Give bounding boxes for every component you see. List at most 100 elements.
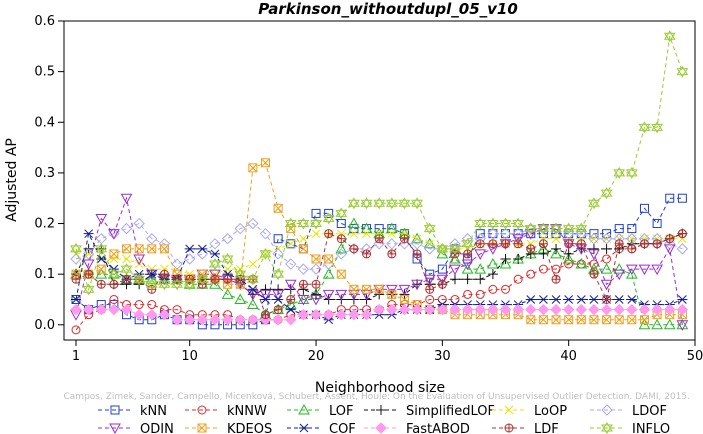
- data-point-loop: [299, 234, 308, 244]
- data-point-cof: [285, 305, 296, 314]
- data-point-inflo: [385, 197, 398, 210]
- data-point-loop: [362, 229, 371, 239]
- legend-marker-ldof: [601, 404, 613, 416]
- data-point-lof: [95, 268, 108, 279]
- data-point-fastabod: [171, 314, 183, 326]
- data-point-knnw: [463, 289, 473, 299]
- data-point-loop: [311, 229, 321, 239]
- y-axis-label: Adjusted AP: [4, 138, 20, 222]
- data-point-knn: [425, 269, 435, 279]
- data-point-kdeos: [134, 244, 144, 254]
- data-point-inflo: [107, 268, 120, 281]
- data-point-odin: [247, 289, 259, 301]
- data-point-inflo: [145, 278, 158, 291]
- data-point-knn: [374, 224, 384, 234]
- data-point-ldf: [564, 239, 574, 249]
- data-point-simplifiedlof: [260, 284, 271, 295]
- data-point-ldf: [627, 244, 637, 254]
- data-point-fastabod: [651, 303, 663, 316]
- data-point-cof: [563, 295, 574, 304]
- data-point-kdeos: [639, 315, 649, 325]
- data-point-ldf: [84, 269, 94, 279]
- data-point-knnw: [172, 305, 182, 315]
- legend-marker-loop: [504, 405, 514, 415]
- data-point-ldf: [652, 239, 662, 249]
- series-line-lof: [76, 222, 683, 326]
- data-point-kdeos: [109, 249, 119, 259]
- data-point-fastabod: [183, 314, 196, 326]
- legend-marker-fastabod: [375, 422, 387, 434]
- data-point-inflo: [423, 222, 436, 235]
- data-point-ldf: [336, 234, 346, 244]
- data-point-ldof: [676, 243, 689, 255]
- data-point-ldf: [677, 229, 687, 239]
- data-point-fastabod: [537, 303, 550, 316]
- data-point-lof: [625, 268, 638, 279]
- data-point-cof: [626, 295, 637, 304]
- data-point-knn: [589, 229, 599, 239]
- data-point-ldf: [122, 274, 132, 284]
- data-point-fastabod: [525, 303, 537, 316]
- data-point-knn: [677, 193, 687, 203]
- data-point-fastabod: [348, 308, 360, 321]
- data-point-knn: [349, 224, 359, 234]
- data-point-cof: [525, 295, 536, 304]
- data-point-lof: [487, 258, 499, 269]
- data-point-kdeos: [387, 289, 397, 299]
- data-point-fastabod: [436, 303, 449, 316]
- data-point-kdeos: [602, 315, 612, 325]
- data-point-lof: [221, 288, 234, 299]
- data-point-fastabod: [146, 308, 158, 321]
- data-point-knnw: [109, 294, 119, 304]
- data-point-loop: [336, 229, 346, 239]
- y-tick-label: 0.5: [34, 65, 55, 80]
- data-point-cof: [588, 295, 599, 304]
- data-point-ldf: [475, 239, 485, 249]
- data-point-kdeos: [576, 315, 586, 325]
- x-tick-label: 30: [434, 349, 451, 364]
- data-point-odin: [385, 284, 398, 296]
- data-point-odin: [398, 284, 411, 296]
- data-point-odin: [95, 213, 108, 225]
- data-point-lof: [600, 263, 613, 274]
- data-point-knn: [475, 229, 485, 239]
- data-point-odin: [663, 244, 676, 255]
- data-point-loop: [400, 229, 409, 239]
- data-point-lof: [247, 298, 259, 310]
- data-point-simplifiedlof: [500, 253, 511, 264]
- data-point-inflo: [550, 222, 562, 235]
- data-point-ldof: [209, 238, 221, 250]
- legend-item-knn: kNN: [98, 404, 167, 419]
- data-point-inflo: [284, 217, 297, 230]
- data-point-fastabod: [575, 303, 588, 316]
- data-point-inflo: [120, 263, 133, 276]
- data-point-fastabod: [310, 308, 322, 321]
- data-point-odin: [259, 289, 272, 301]
- data-point-odin: [322, 289, 335, 301]
- data-point-cof: [576, 295, 587, 304]
- data-point-ldf: [210, 274, 220, 284]
- legend-label: LOF: [329, 404, 354, 419]
- data-point-fastabod: [386, 303, 398, 316]
- legend-marker-ldf: [504, 423, 514, 433]
- data-point-kdeos: [614, 315, 624, 325]
- legend: kNN kNNW LOF SimplifiedLOF LoOP LDOF ODIN KDEOS…: [98, 403, 670, 434]
- data-point-inflo: [373, 197, 386, 210]
- data-point-ldf: [96, 279, 106, 289]
- data-point-fastabod: [664, 303, 676, 316]
- data-point-kdeos: [96, 264, 106, 274]
- data-point-lof: [436, 247, 449, 259]
- data-point-odin: [613, 269, 626, 281]
- data-point-fastabod: [550, 303, 562, 316]
- data-point-fastabod: [335, 308, 347, 321]
- data-point-odin: [474, 249, 487, 260]
- data-point-kdeos: [122, 244, 132, 254]
- data-point-kdeos: [273, 203, 283, 213]
- data-point-inflo: [486, 217, 499, 230]
- data-point-lof: [638, 318, 651, 330]
- data-point-fastabod: [120, 303, 133, 316]
- data-point-kdeos: [399, 294, 409, 304]
- data-point-fastabod: [158, 308, 171, 321]
- data-point-lof: [651, 318, 663, 330]
- x-axis: 1 10 20 30 40 50: [72, 340, 703, 364]
